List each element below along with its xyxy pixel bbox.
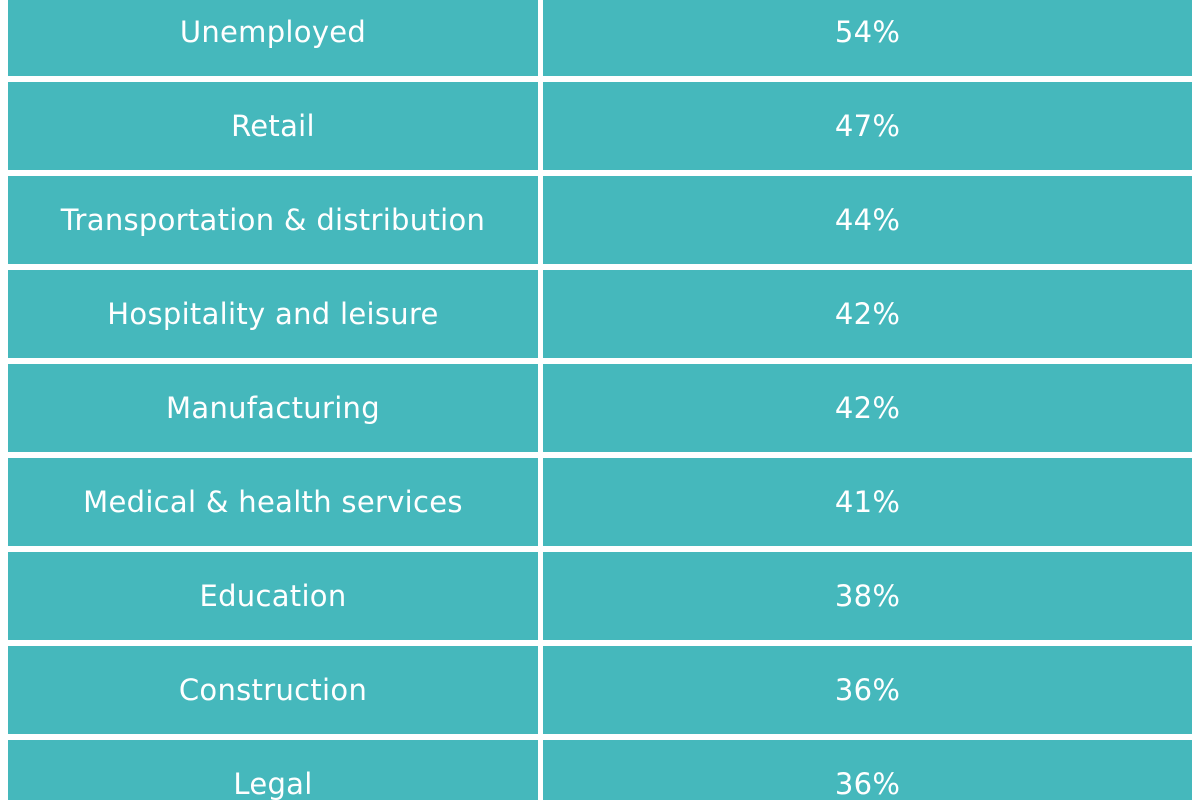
table-row: Manufacturing 42% <box>8 364 1192 452</box>
table-row: Unemployed 54% <box>8 0 1192 76</box>
value-cell: 47% <box>543 82 1192 170</box>
table-row: Retail 47% <box>8 82 1192 170</box>
category-cell: Unemployed <box>8 0 543 76</box>
value-cell: 36% <box>543 740 1192 800</box>
value-cell: 41% <box>543 458 1192 546</box>
table-row: Legal 36% <box>8 740 1192 800</box>
category-cell: Hospitality and leisure <box>8 270 543 358</box>
data-table: Unemployed 54% Retail 47% Transportation… <box>8 0 1192 800</box>
value-cell: 42% <box>543 270 1192 358</box>
value-cell: 54% <box>543 0 1192 76</box>
value-cell: 38% <box>543 552 1192 640</box>
table-row: Construction 36% <box>8 646 1192 734</box>
category-cell: Manufacturing <box>8 364 543 452</box>
table-row: Medical & health services 41% <box>8 458 1192 546</box>
value-cell: 42% <box>543 364 1192 452</box>
category-cell: Education <box>8 552 543 640</box>
table-row: Education 38% <box>8 552 1192 640</box>
table-row: Transportation & distribution 44% <box>8 176 1192 264</box>
table-row: Hospitality and leisure 42% <box>8 270 1192 358</box>
table-container: Unemployed 54% Retail 47% Transportation… <box>8 0 1192 800</box>
value-cell: 44% <box>543 176 1192 264</box>
value-cell: 36% <box>543 646 1192 734</box>
category-cell: Construction <box>8 646 543 734</box>
category-cell: Medical & health services <box>8 458 543 546</box>
category-cell: Legal <box>8 740 543 800</box>
category-cell: Transportation & distribution <box>8 176 543 264</box>
category-cell: Retail <box>8 82 543 170</box>
